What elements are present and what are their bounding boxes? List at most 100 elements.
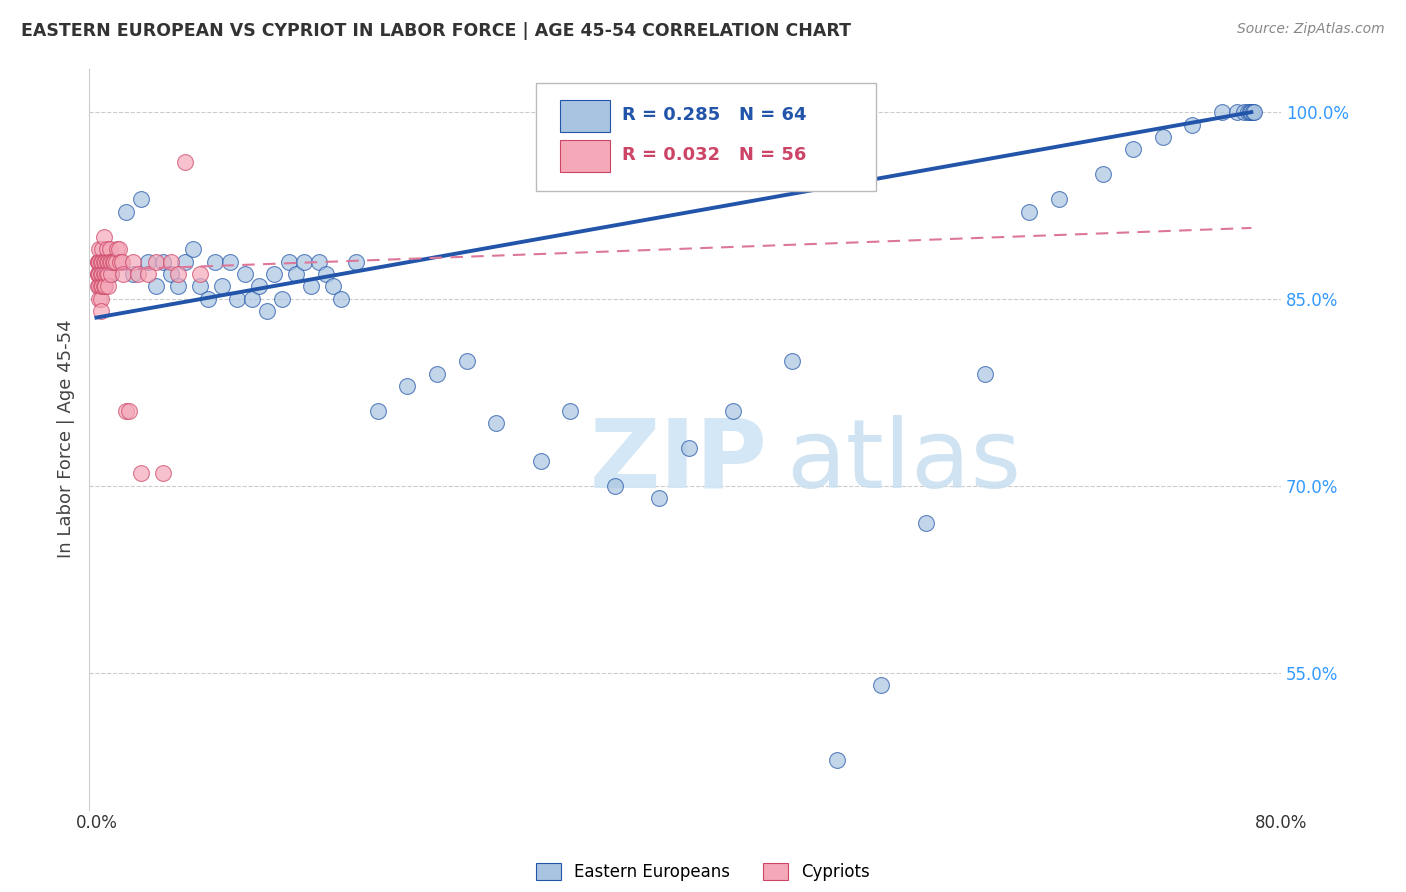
Point	[159, 254, 181, 268]
Point	[91, 279, 114, 293]
Point	[308, 254, 330, 268]
Point	[1152, 130, 1174, 145]
Point	[1233, 105, 1256, 120]
Point	[89, 267, 111, 281]
Point	[188, 267, 211, 281]
Text: Source: ZipAtlas.com: Source: ZipAtlas.com	[1237, 22, 1385, 37]
Point	[560, 404, 582, 418]
Point	[426, 367, 449, 381]
Point	[1047, 192, 1070, 206]
Point	[233, 267, 256, 281]
Point	[1241, 105, 1264, 120]
Point	[98, 242, 121, 256]
Point	[1243, 105, 1265, 120]
Point	[367, 404, 389, 418]
Point	[721, 404, 744, 418]
FancyBboxPatch shape	[560, 140, 610, 171]
Point	[87, 254, 110, 268]
Point	[115, 404, 138, 418]
Text: EASTERN EUROPEAN VS CYPRIOT IN LABOR FORCE | AGE 45-54 CORRELATION CHART: EASTERN EUROPEAN VS CYPRIOT IN LABOR FOR…	[21, 22, 851, 40]
Point	[181, 242, 204, 256]
Point	[485, 417, 508, 431]
Point	[97, 267, 120, 281]
Point	[100, 267, 122, 281]
Y-axis label: In Labor Force | Age 45-54: In Labor Force | Age 45-54	[58, 319, 75, 558]
Point	[96, 242, 118, 256]
Point	[93, 229, 115, 244]
Point	[188, 279, 211, 293]
Point	[87, 267, 110, 281]
Point	[87, 279, 110, 293]
Point	[103, 254, 125, 268]
Point	[870, 678, 893, 692]
Point	[115, 204, 138, 219]
Point	[145, 254, 167, 268]
Point	[90, 279, 112, 293]
Point	[108, 254, 131, 268]
Point	[322, 279, 344, 293]
Point	[285, 267, 308, 281]
Point	[122, 267, 145, 281]
Point	[240, 292, 263, 306]
Point	[90, 267, 112, 281]
Point	[107, 254, 129, 268]
Point	[127, 267, 149, 281]
Point	[247, 279, 270, 293]
Point	[1225, 105, 1247, 120]
Point	[1122, 143, 1144, 157]
Point	[98, 254, 121, 268]
Point	[256, 304, 278, 318]
Point	[174, 155, 197, 169]
Point	[91, 242, 114, 256]
Point	[94, 254, 117, 268]
Point	[90, 254, 112, 268]
Point	[211, 279, 233, 293]
Point	[96, 254, 118, 268]
Point	[90, 304, 112, 318]
Point	[94, 267, 117, 281]
Point	[89, 292, 111, 306]
Point	[197, 292, 219, 306]
FancyBboxPatch shape	[536, 83, 876, 191]
Text: R = 0.285   N = 64: R = 0.285 N = 64	[621, 106, 807, 124]
Point	[122, 254, 145, 268]
Point	[152, 467, 174, 481]
Point	[1239, 105, 1261, 120]
Point	[100, 267, 122, 281]
Point	[90, 292, 112, 306]
Point	[93, 254, 115, 268]
Point	[1211, 105, 1233, 120]
Point	[104, 254, 127, 268]
Point	[91, 267, 114, 281]
Point	[270, 292, 292, 306]
Point	[292, 254, 315, 268]
Point	[218, 254, 240, 268]
Point	[226, 292, 249, 306]
Point	[530, 454, 553, 468]
Point	[89, 279, 111, 293]
Point	[344, 254, 367, 268]
Point	[278, 254, 301, 268]
Point	[97, 279, 120, 293]
Point	[136, 267, 159, 281]
Point	[782, 354, 804, 368]
Point	[96, 267, 118, 281]
Point	[93, 279, 115, 293]
Point	[315, 267, 337, 281]
Point	[1018, 204, 1040, 219]
Point	[159, 267, 181, 281]
Point	[914, 516, 936, 530]
Point	[89, 242, 111, 256]
Point	[152, 254, 174, 268]
Point	[112, 267, 135, 281]
Point	[1181, 118, 1204, 132]
Point	[1237, 105, 1260, 120]
Point	[118, 404, 141, 418]
Point	[136, 254, 159, 268]
Point	[111, 254, 134, 268]
Point	[174, 254, 197, 268]
Text: R = 0.032   N = 56: R = 0.032 N = 56	[621, 146, 806, 164]
Point	[825, 753, 848, 767]
Point	[396, 379, 419, 393]
Point	[91, 254, 114, 268]
